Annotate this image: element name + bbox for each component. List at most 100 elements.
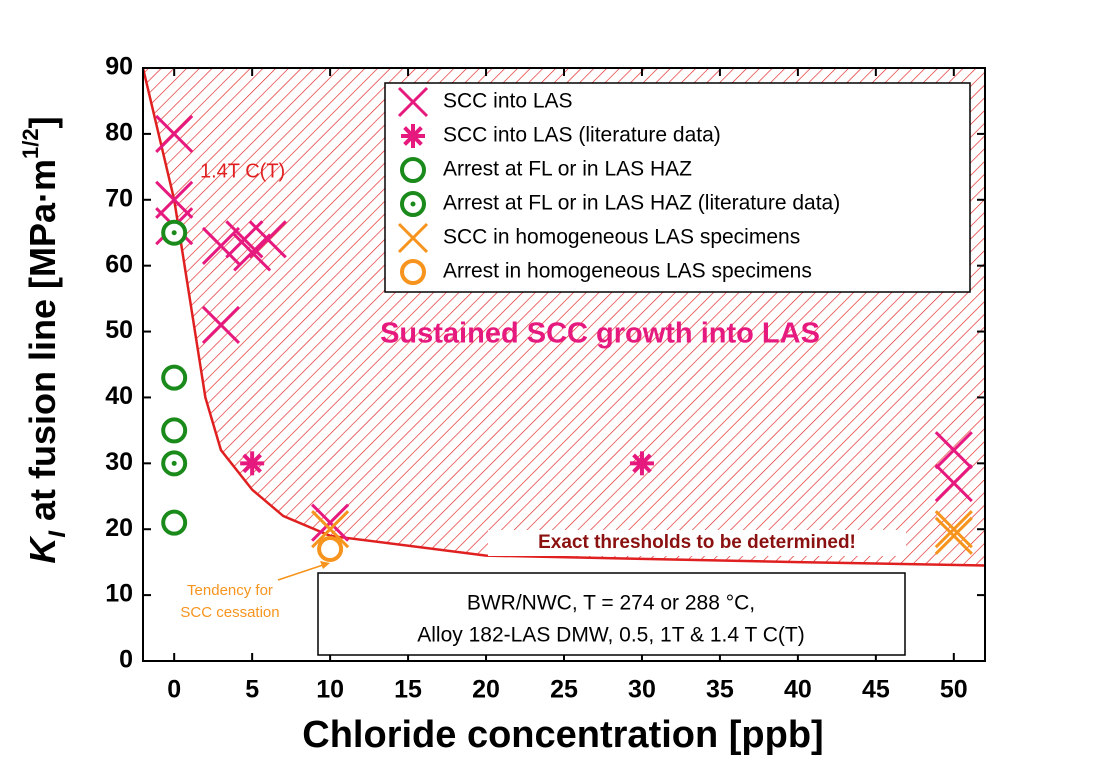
legend-marker (397, 222, 429, 254)
marker-stroke (934, 464, 973, 503)
conditions-text: BWR/NWC, T = 274 or 288 °C, (467, 592, 755, 615)
marker-stroke (632, 453, 652, 474)
tendency-arrow (277, 563, 327, 581)
legend-label: SCC into LAS (literature data) (443, 124, 721, 147)
y-tick-label: 60 (105, 250, 133, 278)
marker-stroke (934, 510, 973, 549)
x-axis-label: Chloride concentration [ppb] (302, 714, 823, 756)
marker-ring (400, 259, 426, 285)
marker-stroke (201, 305, 241, 345)
x-tick-label: 10 (316, 676, 344, 704)
data-point (155, 180, 194, 219)
data-point (311, 510, 350, 549)
y-tick-label: 20 (105, 514, 133, 542)
curve-label: 1.4T C(T) (200, 160, 285, 182)
marker-stroke (311, 503, 350, 542)
legend-marker (400, 191, 426, 217)
y-axis-label-part: ] (22, 116, 63, 128)
legend-label: SCC into LAS (443, 90, 573, 113)
conditions-box (317, 572, 906, 656)
marker-dot (171, 230, 177, 236)
marker-stroke (242, 453, 262, 474)
y-tick-label: 10 (105, 580, 133, 608)
x-tick-label: 50 (940, 676, 968, 704)
tendency-arrowhead (320, 561, 330, 569)
marker-stroke (403, 126, 423, 146)
marker-stroke (934, 516, 973, 555)
data-point (934, 431, 973, 470)
data-point (161, 219, 188, 246)
y-axis-label-part: 1/2 (18, 128, 43, 159)
data-point (629, 451, 654, 476)
y-tick-label: 90 (105, 53, 133, 81)
data-point (161, 417, 188, 444)
data-point (161, 450, 188, 477)
y-tick-label: 50 (105, 316, 133, 344)
data-point (155, 114, 194, 153)
marker-ring (161, 509, 188, 536)
legend-label: Arrest at FL or in LAS HAZ (443, 158, 692, 181)
threshold-curve (141, 67, 986, 567)
x-tick-label: 0 (167, 676, 181, 704)
y-axis-label: KI at fusion line [MPa·m1/2] (18, 116, 71, 563)
data-point (201, 305, 241, 345)
y-tick-label: 30 (105, 448, 133, 476)
legend-label: SCC in homogeneous LAS specimens (443, 226, 800, 249)
tendency-note: SCC cessation (180, 604, 279, 621)
data-point (240, 451, 265, 476)
marker-stroke (397, 86, 429, 118)
x-tick-label: 20 (472, 676, 500, 704)
data-point (934, 516, 973, 555)
data-point (233, 233, 272, 272)
data-point (317, 535, 344, 562)
data-point (201, 226, 241, 265)
marker-stroke (248, 220, 287, 259)
marker-stroke (155, 180, 194, 219)
marker-stroke (155, 114, 194, 153)
data-point (934, 510, 973, 549)
data-point (248, 220, 287, 259)
data-point (311, 503, 350, 542)
y-tick-label: 0 (119, 646, 133, 674)
y-axis-label-part: K (22, 535, 63, 564)
threshold-note: Exact thresholds to be determined! (538, 532, 856, 553)
marker-stroke (934, 431, 973, 470)
legend: SCC into LAS SCC into LAS (literature dat… (384, 82, 971, 293)
legend-box (384, 82, 971, 293)
marker-stroke (233, 233, 272, 272)
marker-stroke (201, 226, 241, 265)
x-tick-label: 35 (706, 676, 734, 704)
marker-ring (400, 157, 426, 183)
marker-ring (317, 535, 344, 562)
data-point (161, 364, 188, 391)
tendency-note: Tendency for (187, 582, 273, 599)
x-tick-label: 40 (784, 676, 812, 704)
legend-label: Arrest at FL or in LAS HAZ (literature d… (443, 192, 840, 215)
legend-marker (400, 259, 426, 285)
legend-label: Arrest in homogeneous LAS specimens (443, 260, 812, 283)
note-bg (488, 530, 906, 556)
x-tick-label: 5 (245, 676, 259, 704)
marker-stroke (397, 222, 429, 254)
legend-marker (397, 86, 429, 118)
region-label: Sustained SCC growth into LAS (380, 318, 820, 350)
y-tick-label: 70 (105, 184, 133, 212)
marker-dot (410, 201, 416, 207)
legend-marker (401, 124, 425, 148)
x-tick-label: 45 (862, 676, 890, 704)
y-tick-label: 80 (105, 118, 133, 146)
data-point (161, 509, 188, 536)
y-axis-label-part: I (44, 530, 71, 538)
marker-ring (161, 417, 188, 444)
marker-stroke (311, 510, 350, 549)
data-point (934, 464, 973, 503)
x-tick-label: 30 (628, 676, 656, 704)
y-tick-label: 40 (105, 382, 133, 410)
x-tick-label: 15 (394, 676, 422, 704)
conditions-text: Alloy 182-LAS DMW, 0.5, 1T & 1.4 T C(T) (417, 624, 804, 647)
legend-marker (400, 157, 426, 183)
marker-ring (161, 364, 188, 391)
marker-dot (171, 460, 177, 466)
y-axis-label-part: at fusion line [MPa·m (22, 159, 63, 531)
